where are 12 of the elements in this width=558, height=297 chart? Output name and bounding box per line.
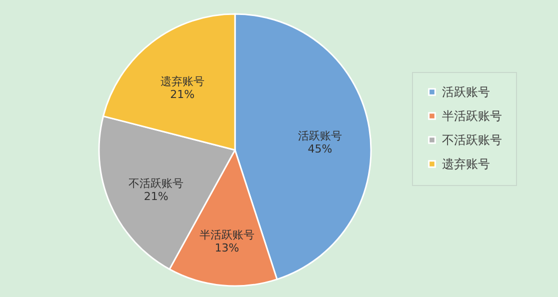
legend-label: 半活跃账号 [442,109,502,123]
legend-label: 遗弃账号 [442,157,490,171]
data-label: 45% [308,142,332,156]
slice-label: 活跃账号 [298,130,342,143]
data-label: 13% [214,242,240,255]
slice-label: 半活跃账号 [199,228,254,242]
data-label: 21% [144,190,168,204]
slice-label: 遗弃账号 [160,75,204,88]
slice-label: 不活跃账号 [128,177,184,190]
legend-label: 活跃账号 [442,85,490,99]
data-label: 21% [170,88,195,102]
legend-label: 不活跃账号 [442,133,502,147]
